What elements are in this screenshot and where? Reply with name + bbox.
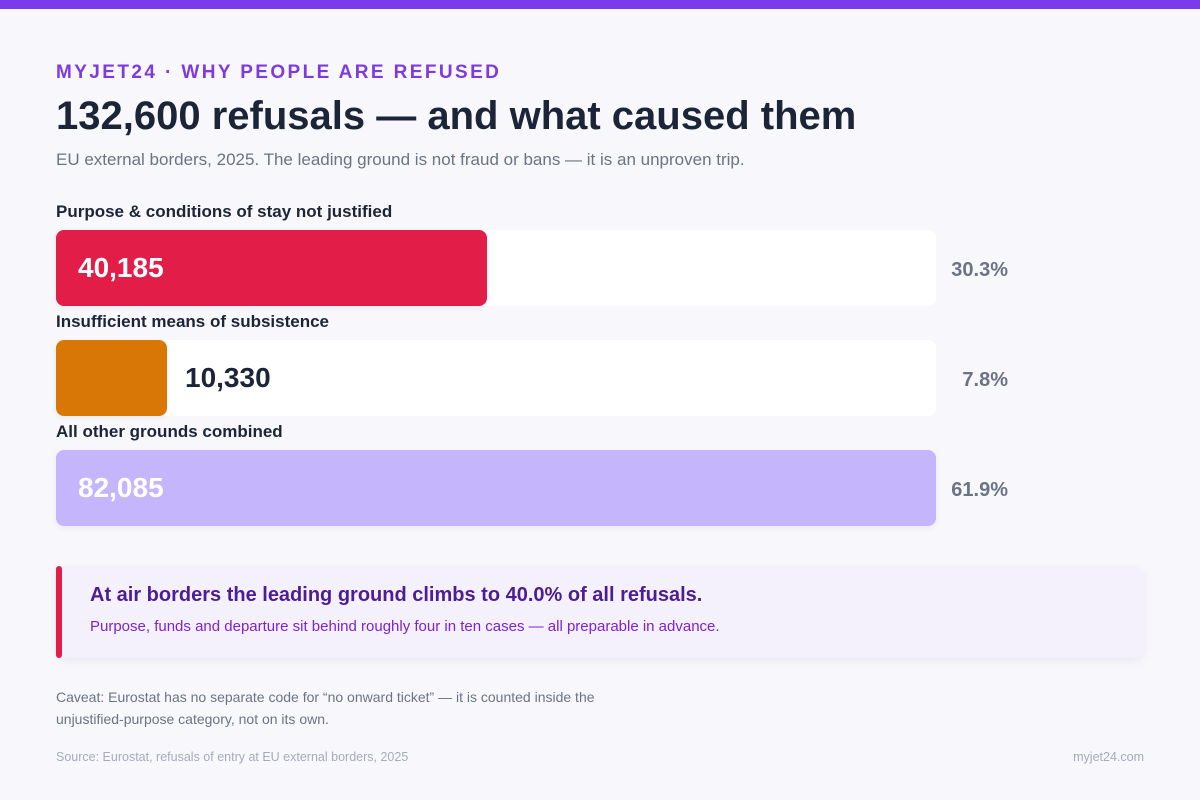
bar-value-label: 40,185	[78, 252, 164, 283]
source-note: Source: Eurostat, refusals of entry at E…	[56, 750, 409, 764]
bar[interactable]	[56, 340, 167, 416]
bar[interactable]	[56, 230, 487, 306]
chart-subtitle: EU external borders, 2025. The leading g…	[56, 150, 745, 169]
bar[interactable]	[56, 450, 936, 526]
callout-accent-bar	[56, 566, 62, 658]
bar-value-label: 82,085	[78, 472, 164, 503]
bar-track	[56, 340, 936, 416]
brand-link[interactable]: myjet24.com	[1073, 750, 1144, 764]
callout-text: Purpose, funds and departure sit behind …	[90, 618, 720, 635]
caveat-note: Caveat: Eurostat has no separate code fo…	[56, 689, 595, 727]
bar-category-label: All other grounds combined	[56, 422, 283, 441]
chart-title: 132,600 refusals — and what caused them	[56, 94, 857, 138]
bar-value-label: 10,330	[185, 362, 271, 393]
bar-category-label: Purpose & conditions of stay not justifi…	[56, 202, 393, 221]
bar-category-label: Insufficient means of subsistence	[56, 312, 330, 331]
bar-percent-label: 30.3%	[951, 259, 1008, 281]
callout-box: At air borders the leading ground climbs…	[56, 566, 1144, 658]
bar-percent-label: 7.8%	[962, 369, 1008, 391]
kicker: MYJET24 · WHY PEOPLE ARE REFUSED	[56, 62, 502, 83]
bar-percent-label: 61.9%	[951, 479, 1008, 501]
bar-chart: Purpose & conditions of stay not justifi…	[56, 202, 1008, 526]
top-accent-bar	[0, 0, 1200, 9]
callout-title: At air borders the leading ground climbs…	[90, 584, 703, 606]
